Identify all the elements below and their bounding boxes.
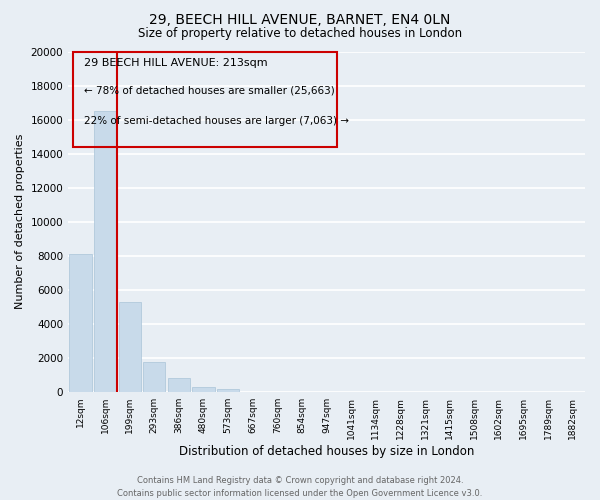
Text: 22% of semi-detached houses are larger (7,063) →: 22% of semi-detached houses are larger (… [83, 116, 349, 126]
Text: Size of property relative to detached houses in London: Size of property relative to detached ho… [138, 28, 462, 40]
X-axis label: Distribution of detached houses by size in London: Distribution of detached houses by size … [179, 444, 474, 458]
Text: Contains HM Land Registry data © Crown copyright and database right 2024.
Contai: Contains HM Land Registry data © Crown c… [118, 476, 482, 498]
Bar [94, 111, 116, 392]
Bar [193, 387, 215, 392]
Bar [70, 254, 92, 392]
Y-axis label: Number of detached properties: Number of detached properties [15, 134, 25, 310]
Text: ← 78% of detached houses are smaller (25,663): ← 78% of detached houses are smaller (25… [83, 86, 334, 96]
Bar [143, 362, 166, 392]
Bar [119, 302, 141, 392]
Text: 29 BEECH HILL AVENUE: 213sqm: 29 BEECH HILL AVENUE: 213sqm [83, 58, 267, 68]
Bar [217, 388, 239, 392]
Bar [168, 378, 190, 392]
Text: 29, BEECH HILL AVENUE, BARNET, EN4 0LN: 29, BEECH HILL AVENUE, BARNET, EN4 0LN [149, 12, 451, 26]
